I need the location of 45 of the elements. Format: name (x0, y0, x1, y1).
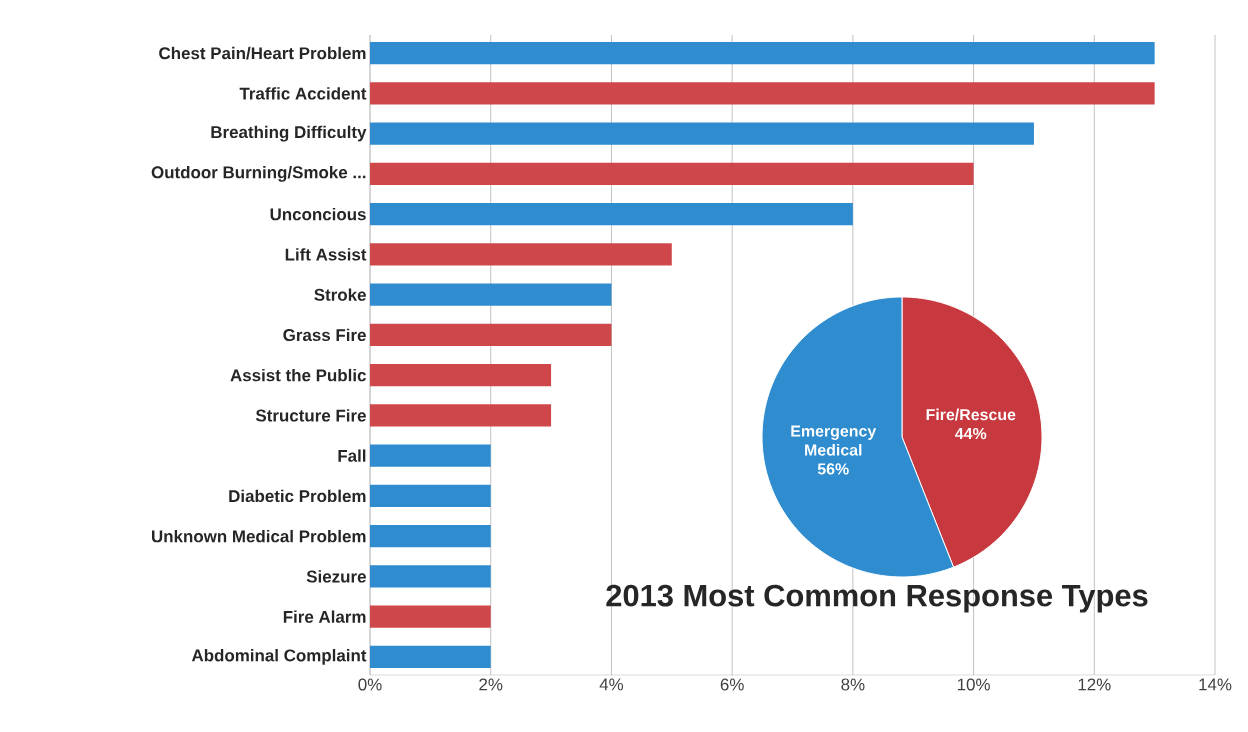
x-tick-label: 0% (358, 678, 382, 691)
y-tick-label: Chest Pain/Heart Problem (159, 46, 366, 60)
y-tick-label: Lift Assist (285, 248, 367, 261)
y-tick-label: Siezure (306, 570, 366, 583)
y-tick-label: Stroke (314, 288, 366, 301)
x-tick-label: 14% (1199, 678, 1232, 691)
x-tick-label: 6% (720, 678, 744, 691)
text: 2013 Most Common Response Types (606, 584, 1148, 613)
bar (370, 82, 1155, 105)
bar (370, 122, 1034, 145)
y-tick-label: Traffic Accident (239, 87, 367, 100)
bar (370, 162, 974, 185)
y-tick-label: Breathing Difficulty (211, 125, 367, 142)
bar (370, 203, 853, 226)
bar (370, 283, 612, 306)
x-tick-label: 10% (957, 678, 990, 691)
bar (370, 323, 612, 346)
bar (370, 243, 672, 266)
y-tick-label: Fall (338, 449, 366, 462)
y-tick-label: Structure Fire (255, 409, 366, 422)
y-tick-label: Unconcious (270, 207, 366, 221)
bar (370, 605, 491, 628)
y-tick-label: Diabetic Problem (229, 489, 366, 503)
y-tick-label: Unknown Medical Problem (152, 529, 366, 543)
bar (370, 484, 491, 507)
y-tick-label: Abdominal Complaint (191, 648, 367, 665)
y-tick-label: Assist the Public (230, 368, 366, 382)
bar (370, 565, 491, 588)
x-tick-label: 2% (479, 678, 503, 691)
slice-label: Emergency Medical (791, 425, 877, 456)
y-tick-label: Outdoor Burning/Smoke ... (151, 165, 366, 182)
bar (370, 525, 491, 548)
x-tick-label: 8% (841, 678, 865, 691)
x-tick-label: 4% (599, 678, 624, 691)
bar (370, 444, 491, 467)
bar (370, 645, 491, 668)
data-label: 56% (817, 463, 849, 475)
y-tick-label: Fire Alarm (283, 610, 366, 623)
bar (370, 404, 552, 427)
x-tick-label: 12% (1078, 678, 1111, 691)
y-tick-label: Grass Fire (283, 328, 366, 342)
data-label: 44% (955, 427, 987, 440)
slice-label: Fire/Rescue (926, 408, 1016, 421)
bar (370, 42, 1155, 65)
bar (370, 364, 552, 387)
